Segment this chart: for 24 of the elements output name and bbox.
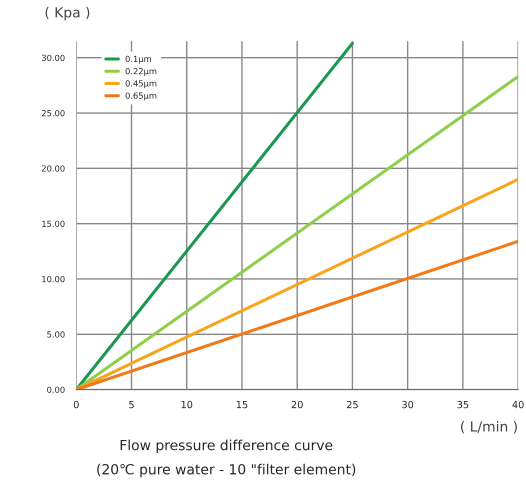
x-tick-label: 25 <box>346 400 358 408</box>
x-tick-label: 30 <box>402 400 414 408</box>
x-tick-label: 10 <box>182 400 192 408</box>
y-tick-label: 20.00 <box>42 165 65 172</box>
x-tick-label: 20 <box>292 400 303 408</box>
y-axis-title: ( Kpa ) <box>46 6 90 20</box>
y-tick-label: 10.00 <box>42 276 65 282</box>
x-tick-label: 0 <box>74 400 79 408</box>
x-tick-label: 15 <box>236 401 248 408</box>
y-tick-label: 5.00 <box>47 331 65 338</box>
x-axis-title: ( L/min ) <box>461 420 517 434</box>
legend-label: 0.45μm <box>126 80 156 88</box>
y-tick-label: 0.00 <box>47 386 65 393</box>
x-tick-label: 5 <box>129 401 134 408</box>
legend-label: 0.1μm <box>126 56 151 64</box>
x-tick-label: 40 <box>512 400 524 408</box>
y-tick-label: 15.00 <box>42 220 65 227</box>
text: Flow pressure difference curve <box>120 440 332 454</box>
y-tick-label: 30.00 <box>42 54 65 62</box>
legend-label: 0.65μm <box>126 92 156 100</box>
text: (20℃ pure water - 10 "filter element) <box>97 464 356 478</box>
y-tick-label: 25.00 <box>42 110 65 116</box>
x-tick-label: 35 <box>457 400 468 408</box>
legend-label: 0.22μm <box>126 68 156 76</box>
